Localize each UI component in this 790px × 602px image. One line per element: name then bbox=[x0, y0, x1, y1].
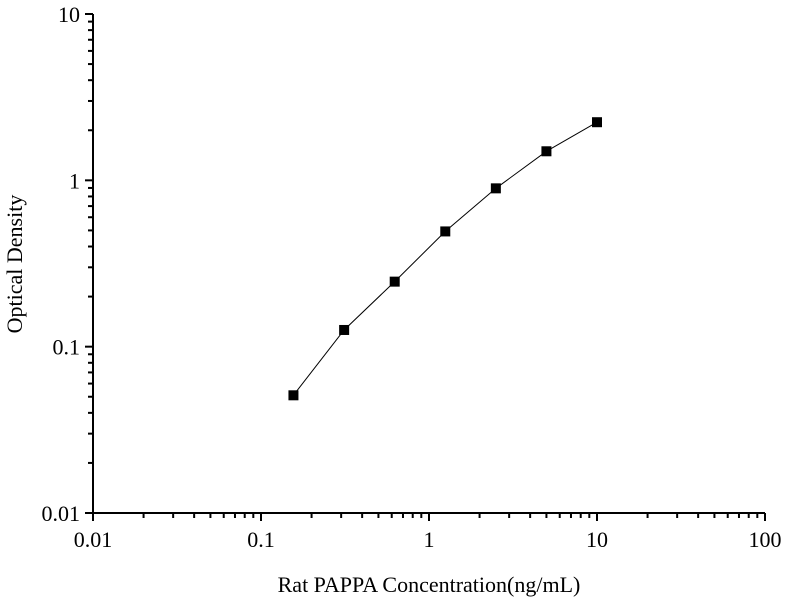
data-point bbox=[490, 183, 501, 194]
x-axis-label: Rat PAPPA Concentration(ng/mL) bbox=[278, 572, 581, 597]
data-point bbox=[541, 146, 552, 157]
x-tick-label: 1 bbox=[424, 527, 435, 552]
y-tick-label: 10 bbox=[58, 2, 80, 27]
y-tick-label: 1 bbox=[69, 168, 80, 193]
x-tick-label: 0.1 bbox=[247, 527, 275, 552]
x-tick-label: 10 bbox=[586, 527, 608, 552]
y-tick-label: 0.1 bbox=[53, 335, 81, 360]
data-marks bbox=[288, 117, 602, 401]
y-axis-label: Optical Density bbox=[2, 195, 27, 334]
y-tick-label: 0.01 bbox=[42, 501, 81, 526]
data-point bbox=[389, 276, 400, 287]
data-point bbox=[339, 324, 350, 335]
axes: 0.01 0.1 1 10 100 0.01 0.1 1 10 bbox=[42, 2, 782, 552]
data-point bbox=[440, 226, 451, 237]
series-line bbox=[293, 121, 598, 396]
data-point bbox=[592, 117, 602, 128]
x-tick-label: 0.01 bbox=[74, 527, 113, 552]
x-tick-label: 100 bbox=[749, 527, 782, 552]
data-point bbox=[288, 390, 299, 401]
